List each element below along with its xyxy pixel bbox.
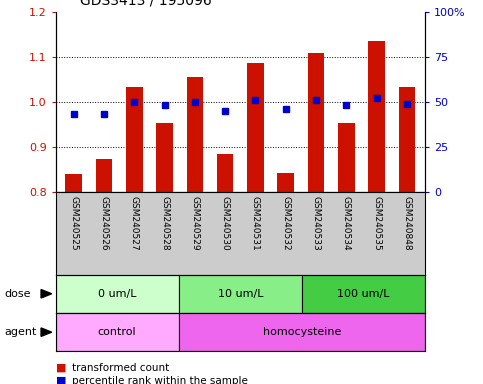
Text: GSM240529: GSM240529 xyxy=(190,196,199,251)
Text: GSM240526: GSM240526 xyxy=(99,196,109,251)
Text: 10 um/L: 10 um/L xyxy=(217,289,263,299)
Text: transformed count: transformed count xyxy=(72,362,170,373)
Text: GSM240528: GSM240528 xyxy=(160,196,169,251)
Text: GSM240848: GSM240848 xyxy=(402,196,412,251)
Bar xyxy=(338,123,355,192)
Bar xyxy=(277,172,294,192)
Bar xyxy=(217,154,233,192)
Text: GSM240525: GSM240525 xyxy=(69,196,78,251)
Bar xyxy=(368,41,385,192)
Text: 0 um/L: 0 um/L xyxy=(98,289,136,299)
Text: 100 um/L: 100 um/L xyxy=(337,289,390,299)
Text: dose: dose xyxy=(5,289,31,299)
Text: control: control xyxy=(98,327,136,337)
Text: GSM240532: GSM240532 xyxy=(281,196,290,251)
Bar xyxy=(247,63,264,192)
Bar xyxy=(308,53,325,192)
Text: GSM240533: GSM240533 xyxy=(312,196,321,251)
Bar xyxy=(398,87,415,192)
Text: GSM240534: GSM240534 xyxy=(342,196,351,251)
Bar xyxy=(56,313,179,351)
Text: GSM240535: GSM240535 xyxy=(372,196,381,251)
Text: homocysteine: homocysteine xyxy=(263,327,341,337)
Bar xyxy=(96,159,113,192)
Bar xyxy=(156,123,173,192)
Bar xyxy=(56,275,179,313)
Bar xyxy=(126,87,142,192)
Bar xyxy=(302,275,425,313)
Text: GSM240531: GSM240531 xyxy=(251,196,260,251)
Text: percentile rank within the sample: percentile rank within the sample xyxy=(72,376,248,384)
Bar xyxy=(179,275,302,313)
Text: GSM240527: GSM240527 xyxy=(130,196,139,251)
Text: ■: ■ xyxy=(56,362,66,373)
Bar xyxy=(179,313,425,351)
Text: agent: agent xyxy=(5,327,37,337)
Text: GSM240530: GSM240530 xyxy=(221,196,229,251)
Bar xyxy=(65,174,82,192)
Bar xyxy=(186,77,203,192)
Text: ■: ■ xyxy=(56,376,66,384)
Text: GDS3413 / 195096: GDS3413 / 195096 xyxy=(80,0,212,8)
